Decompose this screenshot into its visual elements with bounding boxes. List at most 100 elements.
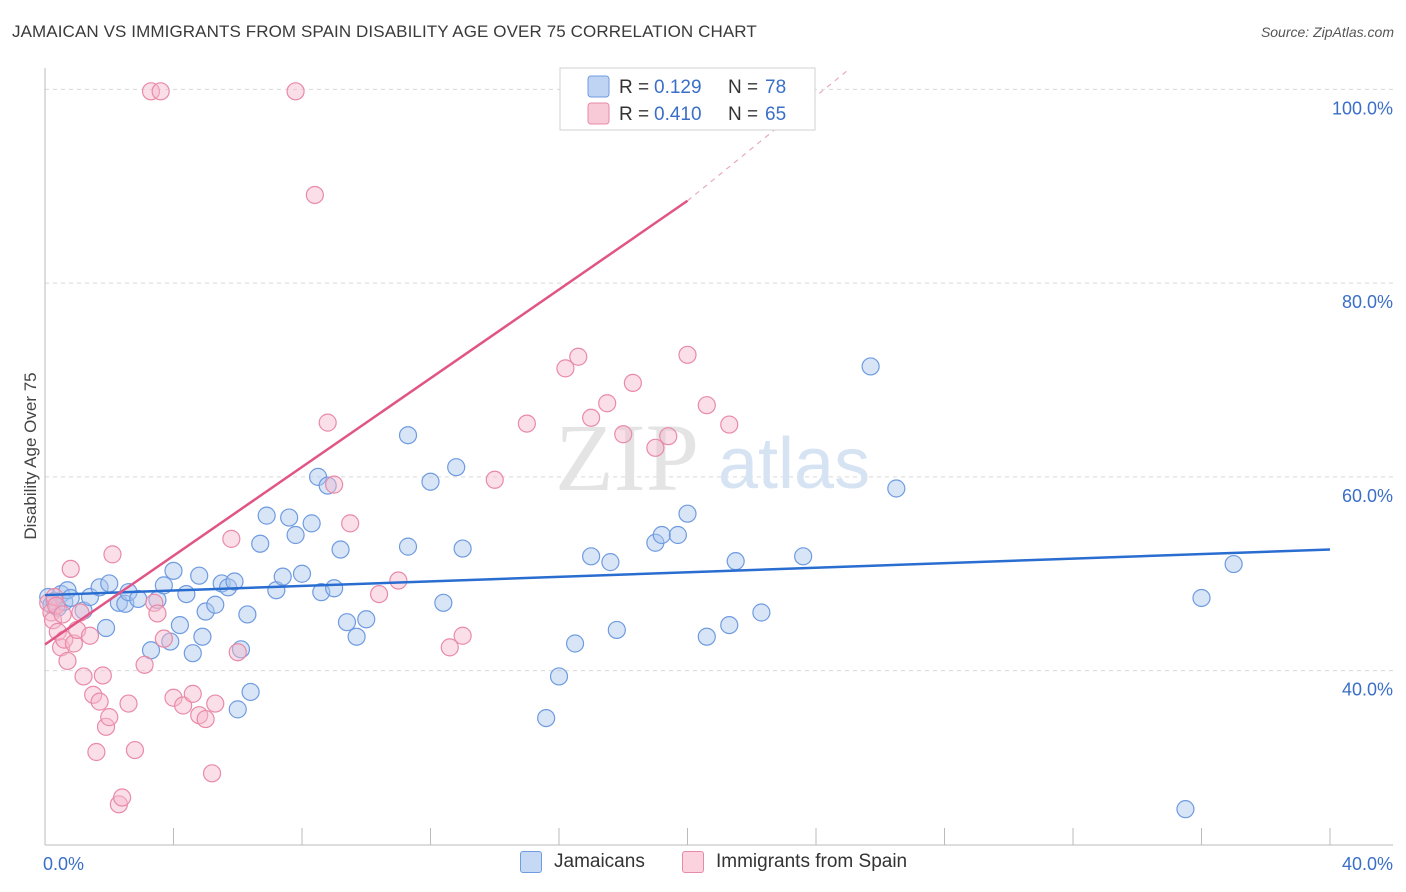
- spain-point-39: [228, 643, 247, 662]
- spain-point-13: [71, 603, 90, 622]
- series-jamaicans-points: [39, 357, 1243, 819]
- legend-swatch-spain: [587, 102, 610, 125]
- watermark-atlas: atlas: [718, 424, 870, 504]
- spain-point-2: [43, 611, 63, 630]
- jamaicans-point-23: [177, 584, 196, 604]
- jamaicans-point-34: [238, 605, 257, 624]
- spain-point-44: [318, 413, 337, 432]
- legend-r-label-0: R =: [619, 77, 649, 98]
- watermark-zip: ZIP: [555, 404, 699, 511]
- spain-point-60: [659, 427, 678, 446]
- jamaicans-swatch-icon: [520, 851, 542, 873]
- x-tick-label-0: 0.0%: [43, 854, 84, 874]
- legend-swatch-jamaicans: [587, 75, 610, 98]
- source-label: Source: ZipAtlas.com: [1260, 24, 1394, 40]
- spain-point-47: [370, 584, 389, 604]
- chart-title: JAMAICAN VS IMMIGRANTS FROM SPAIN DISABI…: [12, 22, 757, 41]
- spain-point-31: [164, 688, 183, 707]
- trend-lines: [44, 69, 1331, 646]
- legend-n-label-0: N =: [728, 77, 758, 98]
- spain-point-21: [100, 708, 119, 727]
- spain-point-29: [148, 604, 167, 623]
- y-axis-label: Disability Age Over 75: [21, 372, 40, 539]
- axes: [44, 68, 1393, 846]
- spain-point-50: [453, 626, 472, 645]
- jamaicans-point-59: [549, 667, 569, 686]
- jamaicans-point-52: [398, 537, 418, 556]
- spain-point-43: [305, 185, 324, 205]
- trend-line-spain: [44, 199, 689, 646]
- jamaicans-point-72: [794, 547, 813, 566]
- spain-point-27: [135, 655, 154, 674]
- legend-n-value-1: 65: [765, 104, 786, 125]
- spain-point-35: [196, 709, 215, 729]
- spain-point-63: [720, 415, 739, 434]
- jamaicans-point-50: [347, 627, 366, 646]
- spain-point-57: [614, 425, 633, 444]
- bottom-legend-label-spain: Immigrants from Spain: [716, 851, 908, 872]
- y-tick-label-60: 60.0%: [1342, 486, 1393, 506]
- spain-point-10: [61, 559, 80, 579]
- jamaicans-point-70: [726, 552, 745, 571]
- jamaicans-point-55: [434, 593, 453, 612]
- jamaicans-point-46: [318, 476, 337, 495]
- spain-point-7: [53, 605, 72, 624]
- spain-point-17: [87, 742, 106, 762]
- bottom-legend-item-jamaicans[interactable]: Jamaicans: [520, 851, 645, 873]
- jamaicans-point-42: [292, 564, 312, 583]
- jamaicans-point-53: [398, 426, 418, 445]
- spain-point-41: [151, 82, 170, 101]
- jamaicans-point-69: [720, 615, 739, 635]
- jamaicans-point-49: [337, 613, 357, 632]
- jamaicans-point-36: [251, 534, 270, 553]
- bottom-legend: Jamaicans Immigrants from Spain: [0, 851, 1406, 879]
- spain-point-24: [112, 788, 132, 807]
- jamaicans-point-75: [1176, 800, 1195, 819]
- jamaicans-point-10: [90, 578, 109, 597]
- spain-point-25: [119, 694, 138, 713]
- spain-point-61: [678, 345, 697, 364]
- jamaicans-point-37: [257, 506, 276, 525]
- spain-point-14: [74, 667, 93, 686]
- series-spain-points: [39, 80, 739, 814]
- jamaicans-point-62: [601, 553, 620, 572]
- spain-point-46: [341, 514, 360, 533]
- jamaicans-point-61: [582, 547, 601, 566]
- jamaicans-point-24: [183, 644, 202, 663]
- trend-line-jamaicans: [44, 548, 1331, 597]
- jamaicans-point-32: [228, 700, 247, 719]
- spain-point-30: [154, 629, 173, 648]
- jamaicans-point-12: [100, 574, 119, 593]
- spain-point-22: [103, 545, 122, 564]
- jamaicans-point-40: [280, 508, 299, 527]
- jamaicans-point-54: [421, 472, 440, 491]
- spain-point-59: [646, 438, 665, 457]
- spain-swatch-icon: [682, 851, 704, 873]
- jamaicans-point-58: [537, 708, 556, 728]
- spain-point-52: [517, 414, 536, 433]
- spain-point-51: [485, 470, 504, 489]
- jamaicans-point-26: [193, 627, 212, 646]
- spain-point-40: [141, 82, 161, 101]
- grid-lines: [45, 88, 1393, 672]
- jamaicans-point-21: [164, 561, 183, 580]
- jamaicans-point-43: [302, 514, 321, 533]
- jamaicans-point-68: [697, 627, 716, 646]
- spain-point-38: [222, 529, 241, 548]
- spain-point-53: [556, 359, 575, 378]
- bottom-legend-item-spain[interactable]: Immigrants from Spain: [682, 851, 907, 873]
- spain-point-37: [206, 694, 225, 713]
- jamaicans-point-28: [206, 595, 225, 614]
- spain-point-32: [174, 696, 193, 715]
- jamaicans-point-57: [453, 539, 472, 558]
- x-tick-label-40: 40.0%: [1342, 854, 1393, 874]
- jamaicans-point-67: [678, 504, 697, 523]
- spain-point-33: [183, 684, 202, 703]
- spain-point-19: [93, 666, 112, 685]
- spain-point-11: [64, 634, 84, 653]
- jamaicans-point-73: [861, 357, 880, 376]
- jamaicans-point-31: [225, 572, 244, 591]
- legend-n-label-1: N =: [728, 104, 758, 125]
- jamaicans-point-22: [170, 615, 190, 635]
- spain-point-18: [90, 692, 109, 711]
